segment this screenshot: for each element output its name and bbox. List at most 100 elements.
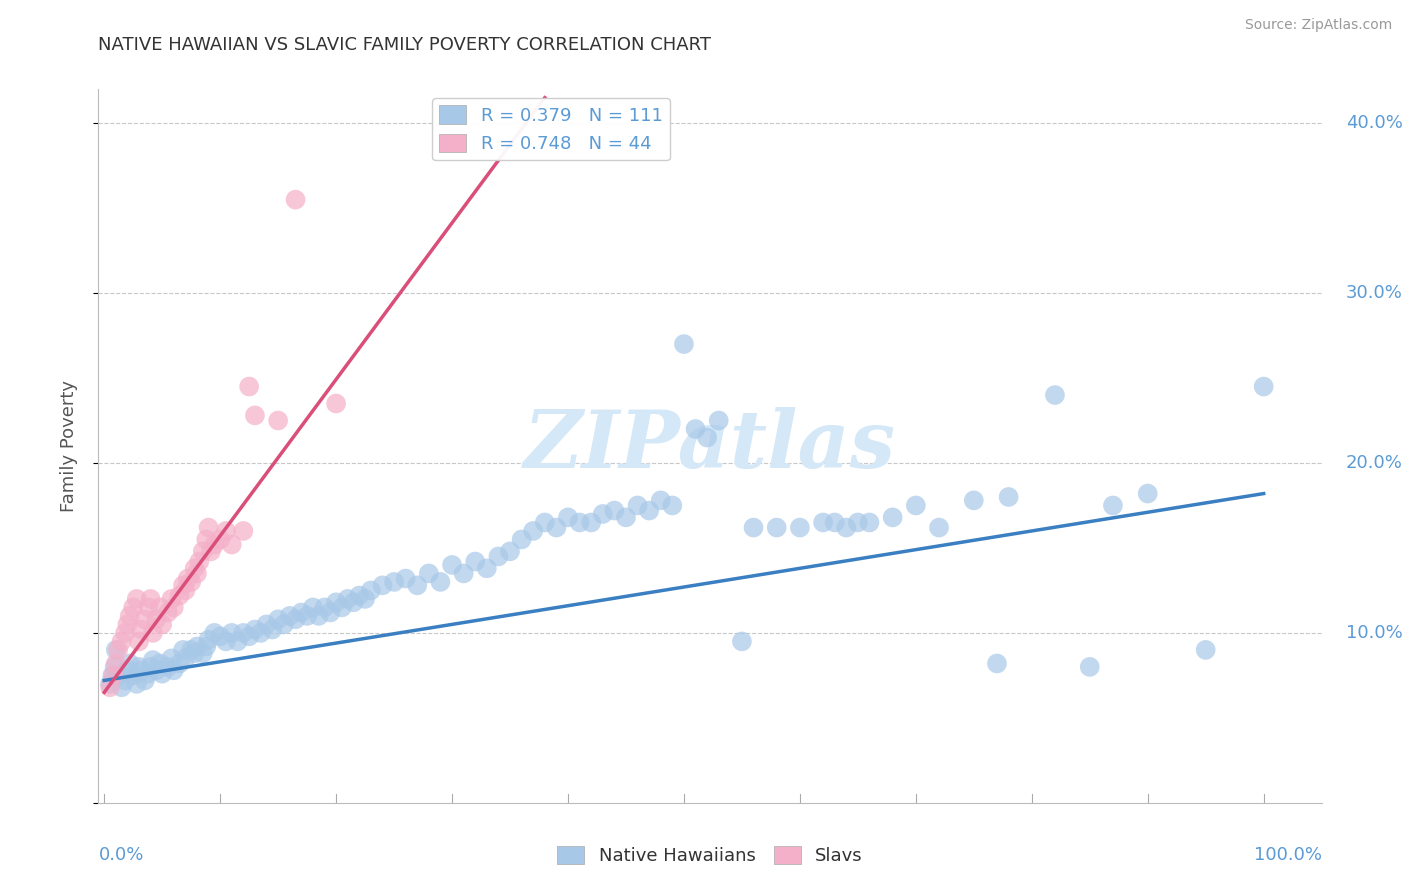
Point xyxy=(114,626,136,640)
Point xyxy=(197,632,219,647)
Point xyxy=(707,413,730,427)
Point xyxy=(522,524,544,538)
Point xyxy=(238,629,260,643)
Point xyxy=(149,657,172,671)
Point xyxy=(638,503,661,517)
Text: 0.0%: 0.0% xyxy=(98,846,143,863)
Point xyxy=(188,555,211,569)
Point xyxy=(131,623,153,637)
Point xyxy=(557,510,579,524)
Point xyxy=(202,537,225,551)
Point xyxy=(603,503,626,517)
Text: 10.0%: 10.0% xyxy=(1346,624,1403,642)
Point xyxy=(290,606,312,620)
Point xyxy=(986,657,1008,671)
Point xyxy=(200,544,222,558)
Point xyxy=(278,608,301,623)
Point xyxy=(661,499,683,513)
Point xyxy=(232,524,254,538)
Point xyxy=(308,608,330,623)
Point xyxy=(360,583,382,598)
Point xyxy=(262,623,284,637)
Point xyxy=(180,574,202,589)
Point xyxy=(614,510,637,524)
Point xyxy=(98,677,121,691)
Point xyxy=(145,663,167,677)
Point xyxy=(169,589,191,603)
Point xyxy=(488,549,510,564)
Point xyxy=(180,643,202,657)
Point xyxy=(626,499,648,513)
Point xyxy=(765,520,787,534)
Point xyxy=(209,533,232,547)
Point xyxy=(183,561,205,575)
Point xyxy=(342,595,364,609)
Point xyxy=(107,668,129,682)
Point xyxy=(128,660,150,674)
Point xyxy=(149,600,172,615)
Point xyxy=(226,634,249,648)
Point xyxy=(104,643,127,657)
Point xyxy=(696,430,718,444)
Text: NATIVE HAWAIIAN VS SLAVIC FAMILY POVERTY CORRELATION CHART: NATIVE HAWAIIAN VS SLAVIC FAMILY POVERTY… xyxy=(98,36,711,54)
Point xyxy=(243,623,266,637)
Point xyxy=(418,566,440,581)
Point xyxy=(824,516,846,530)
Point xyxy=(221,537,243,551)
Point xyxy=(464,555,486,569)
Point xyxy=(134,612,156,626)
Point xyxy=(354,591,377,606)
Point xyxy=(104,660,127,674)
Point xyxy=(395,572,418,586)
Point xyxy=(110,634,132,648)
Point xyxy=(302,600,325,615)
Text: ZIPatlas: ZIPatlas xyxy=(524,408,896,484)
Point xyxy=(731,634,754,648)
Point xyxy=(136,666,159,681)
Point xyxy=(110,680,132,694)
Point xyxy=(169,657,191,671)
Point xyxy=(107,643,129,657)
Point xyxy=(997,490,1019,504)
Point xyxy=(579,516,602,530)
Point xyxy=(349,589,371,603)
Point xyxy=(499,544,522,558)
Point xyxy=(249,626,271,640)
Text: 20.0%: 20.0% xyxy=(1346,454,1403,472)
Point xyxy=(1102,499,1125,513)
Point xyxy=(429,574,451,589)
Point xyxy=(846,516,869,530)
Point xyxy=(125,677,148,691)
Point xyxy=(103,668,125,682)
Point xyxy=(118,657,141,671)
Point xyxy=(114,673,136,688)
Y-axis label: Family Poverty: Family Poverty xyxy=(59,380,77,512)
Point xyxy=(314,600,336,615)
Point xyxy=(122,668,145,682)
Point xyxy=(330,600,353,615)
Point xyxy=(134,673,156,688)
Point xyxy=(382,574,405,589)
Point xyxy=(186,640,208,654)
Point xyxy=(685,422,707,436)
Point xyxy=(325,595,347,609)
Point xyxy=(160,651,183,665)
Point xyxy=(172,578,194,592)
Point xyxy=(117,663,139,677)
Point xyxy=(142,626,165,640)
Point xyxy=(238,379,260,393)
Point xyxy=(284,612,307,626)
Point xyxy=(243,409,266,423)
Point xyxy=(273,617,295,632)
Point xyxy=(789,520,811,534)
Point xyxy=(441,558,464,572)
Point xyxy=(284,193,307,207)
Point xyxy=(858,516,880,530)
Point xyxy=(195,640,218,654)
Point xyxy=(256,617,278,632)
Point xyxy=(118,608,141,623)
Point xyxy=(453,566,475,581)
Point xyxy=(131,663,153,677)
Point xyxy=(267,612,290,626)
Point xyxy=(145,612,167,626)
